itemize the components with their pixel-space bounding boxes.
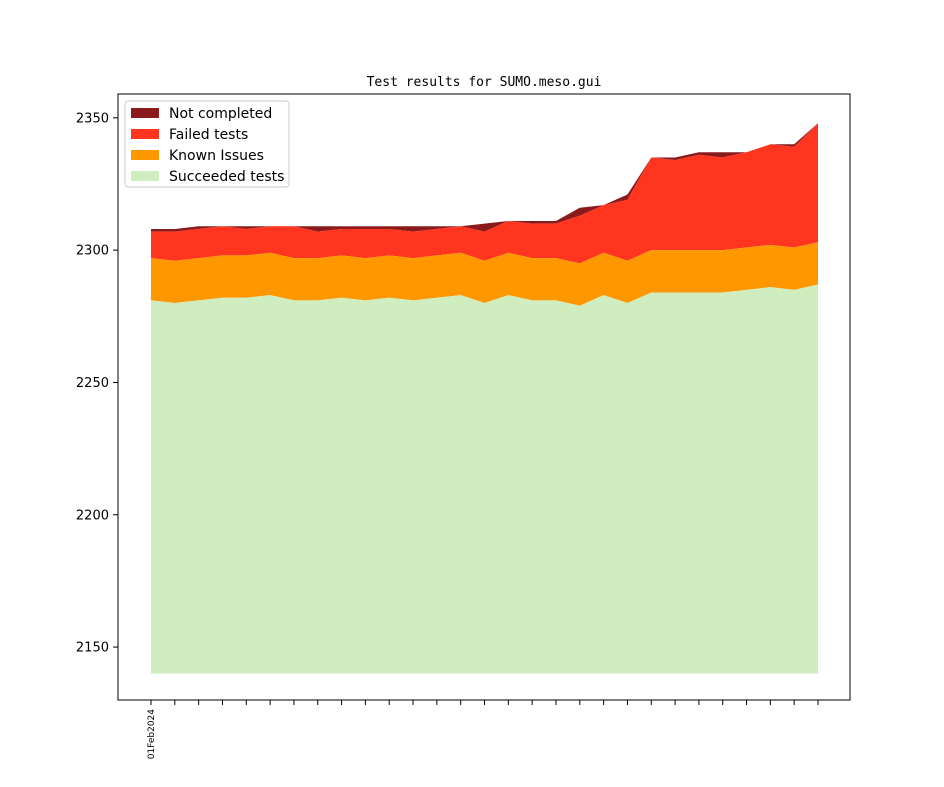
y-tick-label: 2200 [76,508,109,523]
legend-label: Not completed [169,106,272,122]
x-axis: 01Feb2024 [147,700,819,760]
y-tick-label: 2300 [76,244,109,259]
y-axis: 2150 2200 2250 2300 2350 [76,111,118,656]
area-known-issues [151,242,818,306]
chart-title: Test results for SUMO.meso.gui [367,75,602,90]
legend-swatch [131,150,159,160]
legend-frame [124,100,290,188]
legend-swatch [131,108,159,118]
legend-swatch [131,171,159,181]
area-layers [151,123,818,674]
legend-label: Failed tests [169,127,248,143]
y-tick-label: 2150 [76,641,109,656]
legend-label: Known Issues [169,148,264,164]
y-tick-label: 2250 [76,376,109,391]
area-failed-tests [151,123,818,264]
area-succeeded-tests [151,284,818,674]
legend: Not completed Failed tests Known Issues Suc… [124,100,290,188]
x-tick-label: 01Feb2024 [147,709,157,760]
legend-swatch [131,129,159,139]
y-tick-label: 2350 [76,111,109,126]
legend-label: Succeeded tests [169,169,284,185]
